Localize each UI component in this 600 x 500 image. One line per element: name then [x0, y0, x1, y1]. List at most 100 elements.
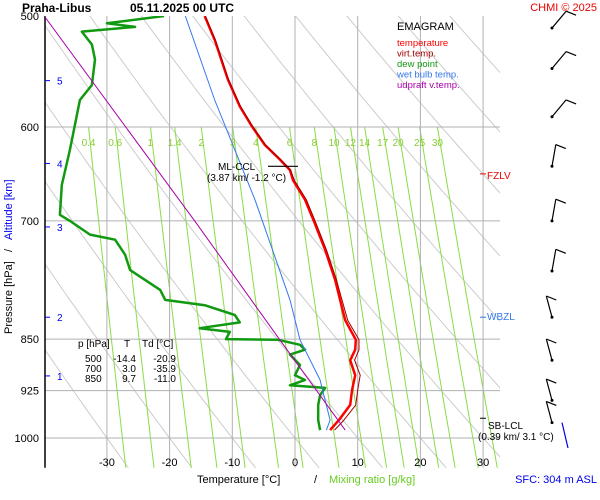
y-tick-label: 1000	[15, 433, 39, 445]
mixing-ratio-label: 3	[230, 138, 236, 149]
x-tick-label: -30	[99, 457, 115, 469]
mixing-ratio-line	[88, 126, 127, 468]
mixing-ratio-line	[150, 126, 192, 468]
wind-barb	[551, 199, 557, 221]
table-header-p: p [hPa]	[78, 339, 110, 350]
wind-barb-feather	[565, 51, 577, 57]
mixing-ratio-line	[232, 126, 279, 468]
mixing-ratio-label: 1.4	[168, 138, 182, 149]
legend-entry: wet bulb temp.	[396, 70, 459, 81]
mixing-ratio-line	[114, 126, 155, 468]
clipped-grid	[45, 0, 600, 473]
altitude-label: 4	[57, 159, 63, 170]
mixing-ratio-label: 6	[287, 138, 293, 149]
x-axis-label-2: Mixing ratio [g/kg]	[329, 474, 415, 486]
altitude-label: 3	[57, 223, 63, 234]
mixing-ratio-line	[313, 126, 366, 468]
mixing-ratio-label: 0.4	[82, 138, 96, 149]
wind-barb-feather	[546, 400, 557, 406]
dry-adiabat	[140, 16, 500, 458]
y-tick-label: 925	[21, 386, 39, 398]
table-cell: 9.7	[122, 374, 136, 385]
wind-barb	[551, 51, 567, 69]
mixing-ratio-label: 14	[359, 138, 371, 149]
mixing-ratio-label: 0.6	[108, 138, 122, 149]
dry-adiabat	[45, 263, 193, 468]
dry-adiabat	[479, 0, 600, 473]
dry-adiabat	[581, 0, 600, 473]
wind-barb	[545, 401, 553, 423]
wind-barb	[551, 10, 567, 29]
altitude-label: 1	[57, 372, 63, 383]
dry-adiabat	[192, 16, 500, 389]
wind-barb-feather	[546, 338, 557, 344]
y-tick-label: 850	[21, 334, 39, 346]
wind-barb-feather	[546, 295, 557, 301]
wind-barb-feather	[565, 10, 577, 16]
data-table: p [hPa] T Td [°C] 500 -14.4 -20.9 700 3.…	[78, 339, 176, 385]
mixing-ratio-label: 17	[377, 138, 389, 149]
dry-adiabat	[294, 16, 500, 257]
mixing-ratio-label: 30	[432, 138, 444, 149]
mixing-ratio-line	[289, 126, 340, 468]
mixing-ratio-line	[364, 126, 420, 468]
legend-entry: udpraft v.temp.	[397, 80, 460, 91]
wind-barb	[545, 338, 553, 361]
table-cell: 700	[85, 364, 102, 375]
wind-barb-feather	[555, 198, 567, 204]
x-tick-label: -20	[162, 457, 178, 469]
sb-lcl-label: SB-LCL	[488, 421, 523, 432]
x-tick-label: 30	[477, 457, 489, 469]
dry-adiabat	[530, 0, 600, 473]
x-tick-label: 10	[352, 457, 364, 469]
wind-barb-feather	[555, 144, 567, 150]
x-tick-label: 20	[414, 457, 426, 469]
dry-adiabat	[243, 16, 500, 322]
legend-entry: virt.temp.	[397, 49, 436, 60]
wind-barb-base	[550, 315, 554, 319]
altitude-label: 5	[57, 77, 63, 88]
surface-wind-line	[561, 422, 569, 449]
dry-adiabat	[45, 24, 384, 468]
mixing-ratio-label: 20	[393, 138, 405, 149]
dry-adiabat	[89, 16, 447, 468]
mixing-ratio-label: 12	[345, 138, 357, 149]
mixing-ratio-line	[333, 126, 388, 468]
y-tick-label: 500	[21, 11, 39, 23]
table-cell: -11.0	[154, 374, 176, 385]
x-tick-label: -10	[224, 457, 240, 469]
mixing-ratio-line	[174, 126, 218, 468]
wind-barb-base	[550, 164, 554, 168]
dry-adiabat	[397, 16, 500, 133]
labels-layer: 0.4 0.6 1 1.4 2 3 4 6 8 10 12 14 17 20 25 30-30 -20 -10 0 1…	[15, 10, 577, 469]
wind-barb-base	[550, 66, 554, 70]
table-header-t: T	[124, 339, 130, 350]
table-cell: 500	[85, 354, 102, 365]
wind-barb-feather	[565, 99, 577, 105]
credit-label: CHMI © 2025	[530, 2, 597, 14]
wind-barb-feather	[555, 248, 567, 254]
series-line-udpraft-v-temp-	[45, 16, 346, 431]
series-line-wet-bulb-temp-	[184, 16, 331, 431]
y-axis-sep: /	[3, 248, 15, 252]
mixing-ratio-line	[255, 126, 304, 468]
clipped-series	[45, 16, 361, 431]
mixing-ratio-line	[436, 126, 498, 468]
table-cell: 3.0	[122, 364, 136, 375]
grid	[44, 0, 600, 473]
legend-entry: dew point	[397, 59, 438, 70]
table-cell: -20.9	[153, 354, 176, 365]
table-cell: -35.9	[153, 364, 176, 375]
y-tick-label: 600	[21, 122, 39, 134]
datetime-title: 05.11.2025 00 UTC	[130, 1, 234, 15]
wind-barb	[551, 144, 557, 167]
mixing-ratio-label: 4	[253, 138, 259, 149]
mixing-ratio-label: 25	[414, 138, 426, 149]
series-line-virt-temp-	[204, 16, 361, 431]
fzlv-label: FZLV	[487, 171, 511, 182]
wind-barb-base	[550, 115, 554, 119]
series-layer	[45, 16, 361, 431]
surface-label: SFC: 304 m ASL	[515, 474, 597, 486]
wind-barb-base	[550, 358, 554, 362]
